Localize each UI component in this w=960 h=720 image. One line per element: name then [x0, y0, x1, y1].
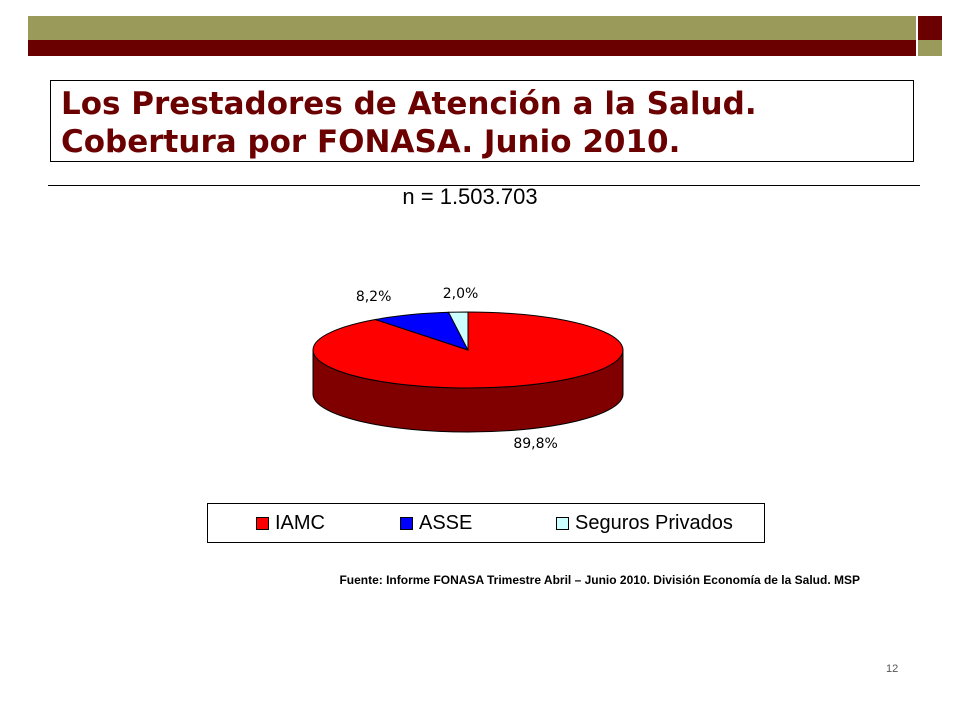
pie-label-iamc: 89,8%	[513, 436, 557, 452]
legend-label-seguros-privados: Seguros Privados	[575, 511, 733, 534]
legend-label-asse: ASSE	[419, 511, 473, 534]
legend-label-iamc: IAMC	[275, 511, 325, 534]
pie-slice-seguros-privados	[447, 311, 469, 351]
chart-subtitle: n = 1.503.703	[402, 184, 538, 209]
header-band-dark-red	[28, 40, 916, 56]
pie-label-asse: 8,2%	[356, 289, 392, 305]
pie-chart: 89,8% 8,2% 2,0%	[312, 286, 624, 452]
legend-item-iamc: IAMC	[256, 512, 325, 534]
slide-title-line-1: Los Prestadores de Atención a la Salud.	[61, 86, 757, 122]
legend-swatch-asse	[400, 516, 413, 530]
header-band-olive	[28, 16, 916, 40]
legend-item-seguros-privados: Seguros Privados	[556, 512, 733, 534]
corner-square-red	[918, 16, 942, 40]
pie-label-seguros-privados: 2,0%	[443, 286, 479, 302]
legend-swatch-iamc	[256, 516, 269, 530]
chart-legend: IAMC ASSE Seguros Privados	[207, 503, 765, 543]
slide-title-line-2: Cobertura por FONASA. Junio 2010.	[61, 124, 681, 160]
title-box: Los Prestadores de Atención a la Salud. …	[50, 80, 914, 162]
corner-square-olive	[918, 40, 942, 56]
legend-swatch-seguros-privados	[556, 516, 569, 530]
divider-line	[48, 185, 920, 186]
page-number: 12	[886, 663, 899, 675]
legend-item-asse: ASSE	[400, 512, 472, 534]
source-note: Fuente: Informe FONASA Trimestre Abril –…	[339, 573, 860, 587]
